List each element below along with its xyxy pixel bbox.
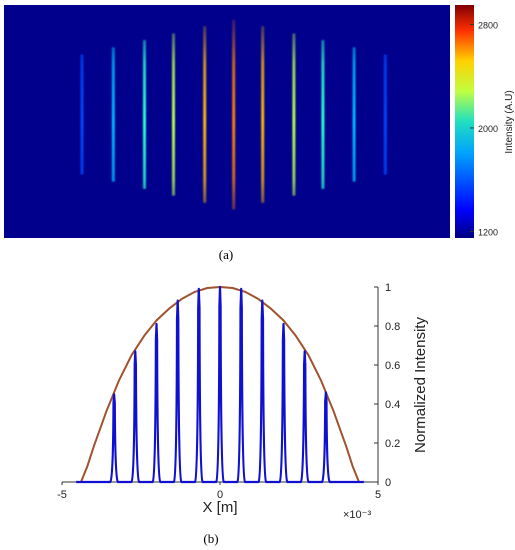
panel-a: 2800 2000 1200 Intensity (A.U) (a) bbox=[4, 5, 515, 262]
panel-b: -5 0 5 00.20.40.60.81 X [m] ×10⁻³ Normaliz… bbox=[57, 282, 429, 546]
x-axis-label: X [m] bbox=[202, 499, 237, 516]
y-tick-label: 1 bbox=[385, 282, 391, 294]
colorbar-tick-label: 1200 bbox=[478, 228, 498, 238]
y-ticks: 0 0.2 0.4 0.6 0.8 1 bbox=[374, 282, 400, 489]
heatmap-fringe bbox=[80, 54, 84, 175]
colorbar-label: Intensity (A.U) bbox=[504, 90, 515, 153]
x-tick-label: 0 bbox=[217, 489, 223, 501]
heatmap-fringes bbox=[80, 19, 387, 210]
colorbar bbox=[455, 5, 474, 238]
heatmap-fringe bbox=[352, 47, 356, 182]
y-tick-label: 0.4 bbox=[385, 399, 400, 411]
heatmap-fringe bbox=[203, 26, 207, 203]
heatmap-background bbox=[4, 5, 450, 238]
colorbar-tick-label: 2800 bbox=[478, 20, 498, 30]
y-tick-label: 0.6 bbox=[385, 360, 400, 372]
x-tick-label: 5 bbox=[375, 489, 381, 501]
y-tick-label: 0.2 bbox=[385, 438, 400, 450]
y-tick-label: 0 bbox=[385, 477, 391, 489]
heatmap-fringe bbox=[111, 47, 115, 182]
fringe-peaks-line bbox=[76, 285, 364, 484]
y-axis-label: Normalized Intensity bbox=[412, 317, 429, 453]
x-tick-label: -5 bbox=[57, 489, 67, 501]
heatmap-fringe bbox=[383, 54, 387, 175]
colorbar-ticks: 2800 2000 1200 bbox=[470, 20, 498, 238]
plot-lines bbox=[76, 285, 364, 484]
heatmap-fringe bbox=[292, 33, 296, 196]
heatmap-fringe bbox=[261, 26, 265, 203]
x-axis-exponent: ×10⁻³ bbox=[343, 509, 371, 521]
heatmap-fringe bbox=[321, 40, 325, 189]
heatmap-fringe bbox=[143, 40, 146, 189]
colorbar-tick-label: 2000 bbox=[478, 124, 498, 134]
caption-b: (b) bbox=[203, 531, 218, 546]
heatmap-fringe bbox=[232, 19, 236, 210]
heatmap-fringe bbox=[172, 33, 175, 196]
caption-a: (a) bbox=[219, 247, 233, 262]
y-tick-label: 0.8 bbox=[385, 321, 400, 333]
